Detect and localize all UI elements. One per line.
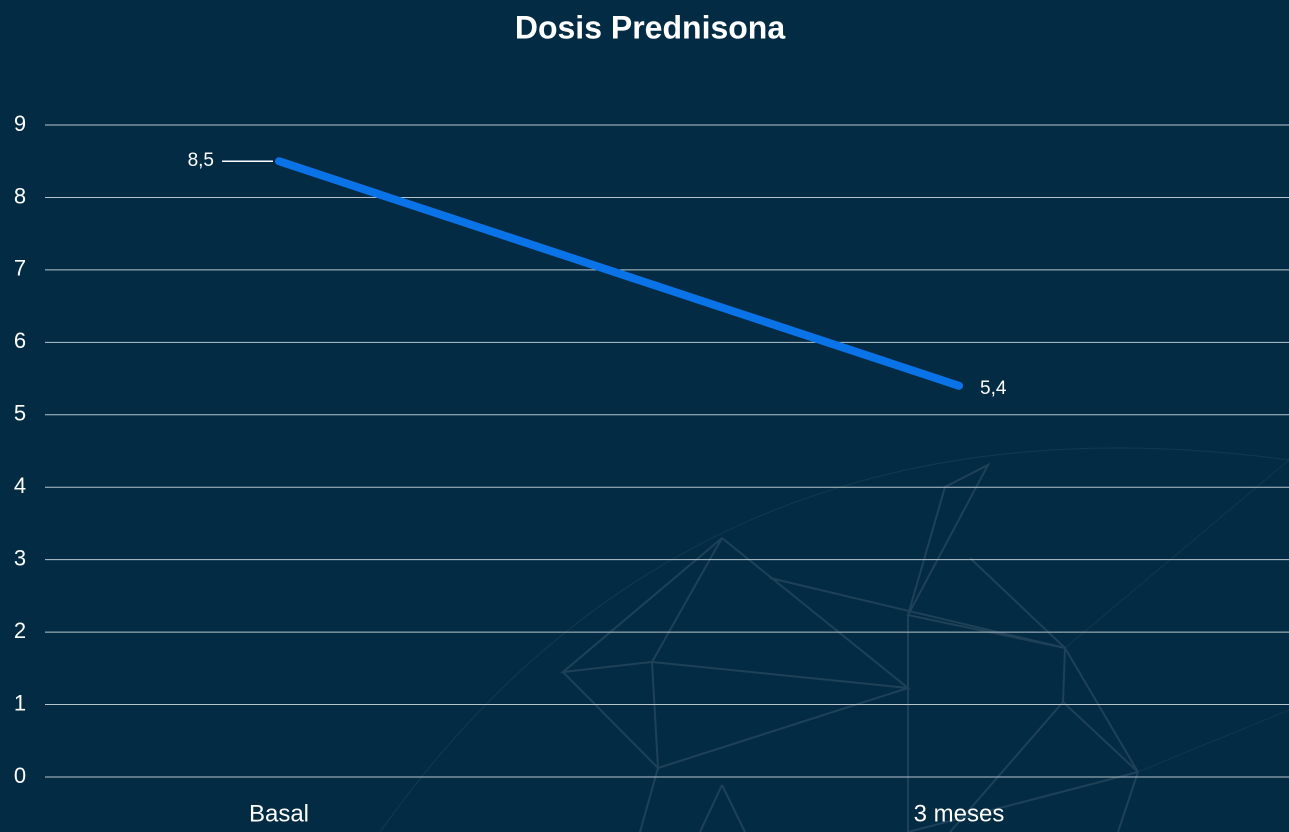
y-tick-label: 5 xyxy=(14,401,26,426)
y-tick-label: 2 xyxy=(14,618,26,643)
x-tick-label: Basal xyxy=(249,800,309,827)
x-tick-label: 3 meses xyxy=(914,800,1005,827)
background-decoration xyxy=(379,447,1289,832)
y-tick-label: 6 xyxy=(14,328,26,353)
y-tick-label: 7 xyxy=(14,256,26,281)
y-tick-label: 3 xyxy=(14,545,26,570)
chart-title: Dosis Prednisona xyxy=(515,9,786,45)
y-tick-label: 0 xyxy=(14,763,26,788)
y-tick-label: 1 xyxy=(14,690,26,715)
data-line xyxy=(275,157,963,390)
y-tick-label: 8 xyxy=(14,183,26,208)
y-tick-label: 4 xyxy=(14,473,26,498)
y-tick-label: 9 xyxy=(14,111,26,136)
data-label: 8,5 xyxy=(188,150,214,171)
data-label: 5,4 xyxy=(980,378,1007,399)
